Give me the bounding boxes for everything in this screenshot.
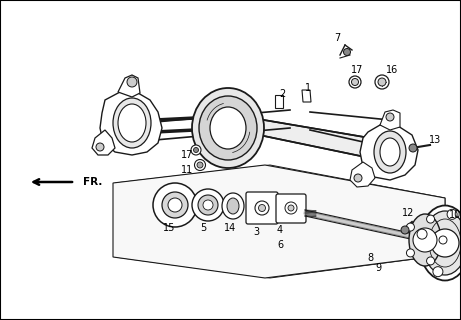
Circle shape	[407, 223, 414, 231]
Text: 11: 11	[181, 165, 193, 175]
Polygon shape	[264, 120, 370, 158]
Text: 7: 7	[334, 33, 340, 43]
Text: 9: 9	[375, 263, 381, 273]
Circle shape	[439, 236, 447, 244]
Polygon shape	[113, 165, 445, 278]
Ellipse shape	[374, 131, 406, 173]
Ellipse shape	[199, 96, 257, 160]
Polygon shape	[118, 75, 140, 97]
Text: 1: 1	[305, 83, 311, 93]
Ellipse shape	[192, 88, 264, 168]
Circle shape	[194, 148, 199, 153]
Ellipse shape	[288, 205, 294, 211]
Circle shape	[431, 229, 459, 257]
Circle shape	[343, 49, 350, 55]
Ellipse shape	[409, 214, 441, 266]
Text: FR.: FR.	[83, 177, 102, 187]
Circle shape	[417, 229, 427, 239]
Text: 8: 8	[367, 253, 373, 263]
Circle shape	[447, 209, 457, 219]
Text: 6: 6	[277, 240, 283, 250]
Circle shape	[197, 162, 203, 168]
Polygon shape	[275, 95, 283, 108]
Circle shape	[96, 143, 104, 151]
Circle shape	[198, 195, 218, 215]
Circle shape	[168, 198, 182, 212]
Circle shape	[426, 215, 435, 223]
Circle shape	[203, 200, 213, 210]
Circle shape	[153, 183, 197, 227]
Text: 12: 12	[402, 208, 414, 218]
Circle shape	[162, 192, 188, 218]
Text: 4: 4	[277, 225, 283, 235]
Circle shape	[426, 257, 435, 265]
Ellipse shape	[118, 104, 146, 142]
Text: 2: 2	[279, 89, 285, 99]
Ellipse shape	[210, 107, 246, 149]
Polygon shape	[115, 165, 445, 278]
Text: 15: 15	[163, 223, 175, 233]
Text: 13: 13	[429, 135, 441, 145]
Circle shape	[351, 78, 359, 85]
Ellipse shape	[255, 201, 269, 215]
Circle shape	[378, 78, 386, 86]
Circle shape	[401, 226, 409, 234]
Circle shape	[354, 174, 362, 182]
Ellipse shape	[227, 198, 239, 214]
Circle shape	[375, 75, 389, 89]
Circle shape	[191, 145, 201, 155]
Text: 14: 14	[224, 223, 236, 233]
Polygon shape	[350, 162, 375, 187]
Text: 3: 3	[253, 227, 259, 237]
Circle shape	[127, 77, 137, 87]
Text: 17: 17	[181, 150, 193, 160]
Polygon shape	[302, 90, 311, 102]
Polygon shape	[92, 130, 115, 155]
Text: 16: 16	[386, 65, 398, 75]
Ellipse shape	[222, 193, 244, 219]
Circle shape	[195, 159, 206, 171]
Polygon shape	[360, 125, 418, 180]
Ellipse shape	[113, 98, 151, 148]
Circle shape	[409, 144, 417, 152]
FancyBboxPatch shape	[276, 194, 306, 223]
Circle shape	[386, 113, 394, 121]
Ellipse shape	[423, 211, 461, 275]
Text: 17: 17	[351, 65, 363, 75]
Ellipse shape	[285, 202, 297, 214]
Ellipse shape	[259, 204, 266, 212]
Circle shape	[433, 267, 443, 277]
Circle shape	[349, 76, 361, 88]
Polygon shape	[100, 92, 162, 155]
Ellipse shape	[380, 138, 400, 166]
Text: 10: 10	[449, 210, 461, 220]
Circle shape	[413, 228, 437, 252]
Text: 5: 5	[200, 223, 206, 233]
Ellipse shape	[419, 205, 461, 281]
Circle shape	[192, 189, 224, 221]
FancyBboxPatch shape	[246, 192, 278, 224]
Polygon shape	[380, 110, 400, 130]
Circle shape	[407, 249, 414, 257]
